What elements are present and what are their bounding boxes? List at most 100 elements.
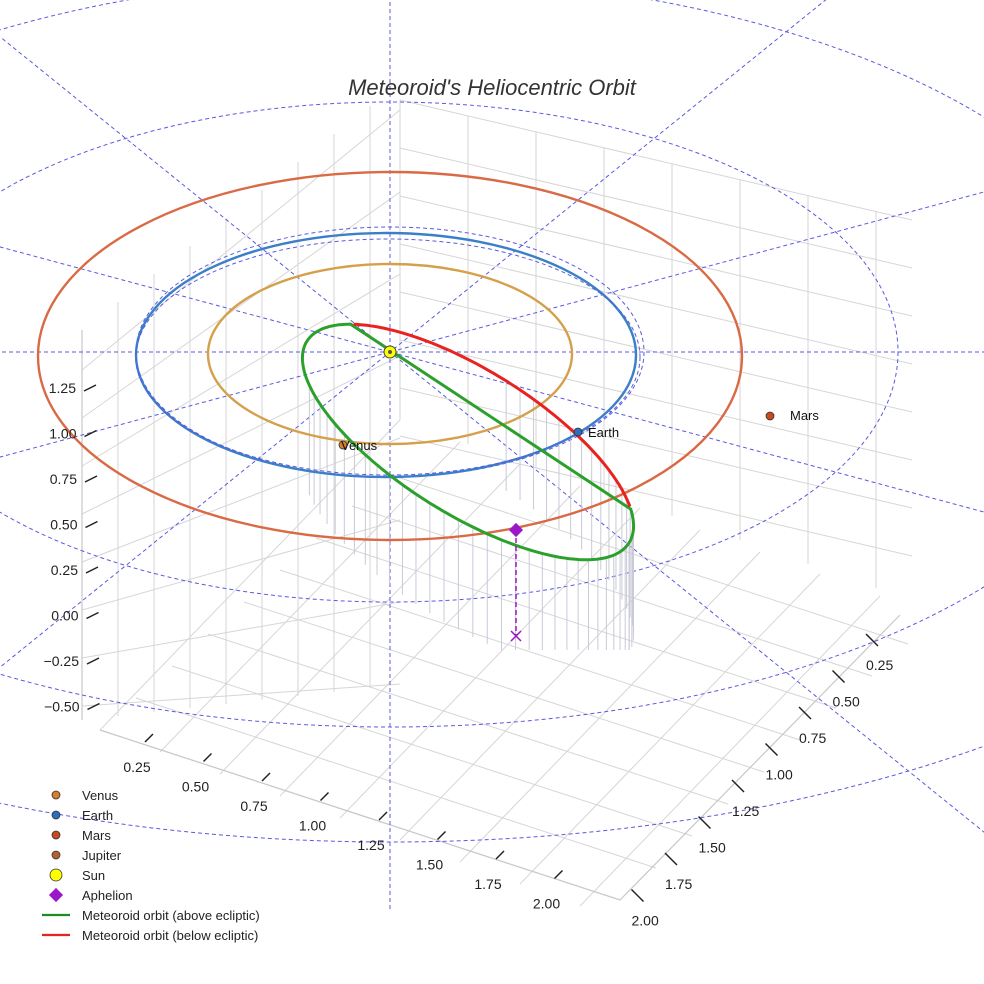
polar-ring — [0, 101, 899, 603]
y-tick-label: 0.50 — [833, 694, 860, 710]
grid-line — [399, 99, 913, 221]
legend-label-meteoroid-orbit-below-ecliptic: Meteoroid orbit (below ecliptic) — [82, 928, 258, 943]
grid-line — [81, 683, 401, 707]
orbit-mars — [36, 170, 744, 542]
x-tick — [436, 830, 447, 841]
grid-line — [81, 355, 401, 515]
legend-marker-jupiter — [51, 850, 61, 860]
z-tick-label: 1.00 — [49, 426, 76, 442]
grid-line — [399, 435, 913, 557]
z-tick-label: −0.50 — [44, 699, 80, 715]
venus-label: Venus — [341, 438, 378, 453]
grid-line — [399, 195, 913, 317]
orbit-earth-reference — [135, 238, 641, 476]
grid-line — [399, 339, 913, 461]
y-tick — [865, 633, 879, 647]
grid-line — [81, 109, 401, 371]
grid-line — [99, 419, 401, 731]
mars-label: Mars — [790, 408, 819, 423]
z-tick-label: 0.75 — [50, 471, 77, 487]
legend-label-venus: Venus — [82, 788, 119, 803]
grid-line — [81, 273, 401, 467]
earth-marker — [573, 427, 583, 437]
grid-line — [81, 601, 401, 659]
earth-label: Earth — [588, 425, 619, 440]
aphelion-marker — [508, 522, 524, 538]
meteoroid-orbit-below — [353, 322, 632, 508]
z-tick — [85, 566, 99, 574]
x-tick — [144, 733, 154, 743]
grid-line — [171, 665, 693, 837]
sun-core — [388, 350, 392, 354]
drop-lines — [308, 380, 635, 650]
z-tick — [84, 475, 98, 483]
grid-line — [315, 537, 837, 709]
z-tick-label: 0.25 — [51, 562, 78, 578]
grid-line — [399, 387, 913, 509]
x-tick — [553, 869, 564, 880]
x-tick-label: 1.00 — [299, 818, 326, 834]
y-tick — [731, 779, 745, 793]
x-tick-label: 0.75 — [240, 798, 267, 814]
grid-line — [81, 519, 401, 611]
x-tick — [202, 752, 213, 763]
legend-marker-aphelion — [48, 887, 64, 903]
y-tick — [764, 742, 779, 757]
grid-line — [279, 569, 801, 741]
meteoroid-orbit — [300, 322, 636, 562]
x-tick-label: 2.00 — [533, 896, 560, 912]
planet-points: Venus Earth Mars — [338, 345, 819, 642]
y-tick-label: 2.00 — [632, 913, 659, 929]
legend-label-aphelion: Aphelion — [82, 888, 133, 903]
y-tick — [831, 669, 846, 684]
legend-label-sun: Sun — [82, 868, 105, 883]
z-tick — [84, 429, 97, 438]
y-tick-label: 0.75 — [799, 730, 826, 746]
polar-ring — [0, 745, 984, 843]
y-tick — [664, 852, 678, 866]
floor-edge — [99, 614, 901, 901]
legend-marker-sun — [49, 868, 63, 882]
z-tick — [86, 657, 100, 665]
y-tick-label: 1.25 — [732, 803, 759, 819]
x-tick — [495, 850, 505, 860]
x-tick — [378, 811, 388, 821]
legend-label-mars: Mars — [82, 828, 111, 843]
mars-marker — [765, 411, 775, 421]
y-tick — [630, 888, 645, 903]
axis-ticks: 1.25 1.00 0.75 0.50 0.25 0.00 −0.25 −0.50 0.25 0.… — [44, 380, 894, 929]
chart-title: Meteoroid's Heliocentric Orbit — [348, 75, 637, 100]
grid-line — [243, 601, 765, 773]
grid-line — [81, 191, 401, 419]
y-tick-label: 1.00 — [766, 767, 793, 783]
z-tick — [86, 611, 99, 620]
grid-line — [459, 551, 761, 863]
y-tick — [798, 706, 812, 720]
orbit-venus — [206, 262, 574, 446]
venus-marker — [338, 440, 348, 450]
grid-line — [399, 529, 701, 841]
x-tick-label: 1.50 — [416, 857, 443, 873]
aphelion-projection-marker — [510, 630, 522, 642]
grid-line — [519, 573, 821, 885]
legend-marker-venus — [51, 790, 61, 800]
grid-line — [579, 595, 881, 907]
z-tick-label: 1.25 — [49, 380, 76, 396]
grid-line — [399, 147, 913, 269]
x-tick-label: 1.25 — [357, 837, 384, 853]
legend-label-jupiter: Jupiter — [82, 848, 122, 863]
z-tick-label: 0.50 — [50, 517, 77, 533]
grid-line — [351, 505, 873, 677]
legend-label-meteoroid-orbit-above-ecliptic: Meteoroid orbit (above ecliptic) — [82, 908, 260, 923]
polar-ring — [0, 0, 984, 728]
y-tick — [697, 815, 712, 830]
legend-label-earth: Earth — [82, 808, 113, 823]
y-tick-label: 1.50 — [699, 840, 726, 856]
x-tick — [319, 791, 330, 802]
grid-line — [159, 441, 461, 753]
grid-line — [339, 507, 641, 819]
planet-orbits — [36, 170, 744, 542]
y-tick-label: 1.75 — [665, 876, 692, 892]
x-tick-label: 0.50 — [182, 779, 209, 795]
